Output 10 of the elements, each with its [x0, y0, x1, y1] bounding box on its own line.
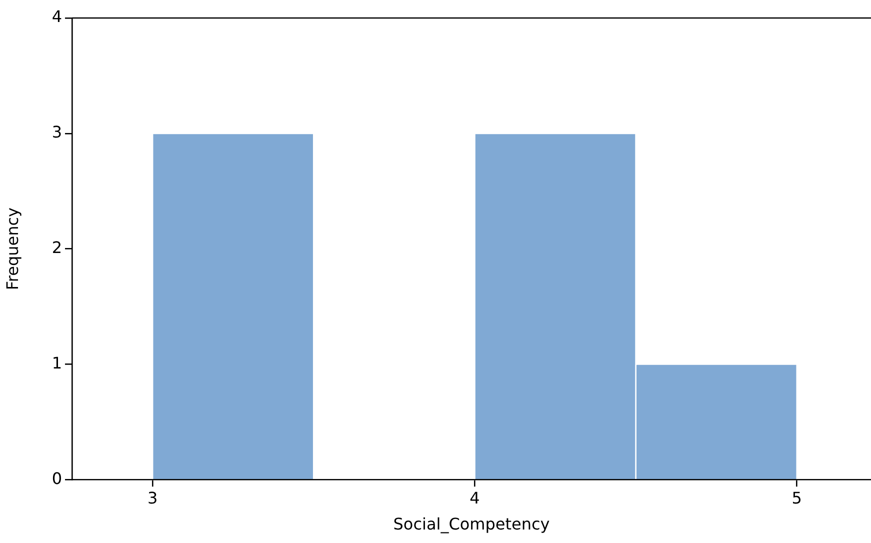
y-axis-title: Frequency — [2, 207, 22, 290]
y-tick-label: 3 — [52, 122, 62, 142]
y-tick-label: 2 — [52, 238, 62, 257]
x-tick-label: 4 — [470, 488, 480, 508]
y-tick-label: 1 — [52, 353, 62, 372]
y-tick-label: 4 — [52, 7, 62, 26]
x-tick-label: 5 — [792, 488, 802, 508]
x-tick-label: 3 — [147, 488, 158, 508]
x-axis-title: Social_Competency — [393, 514, 550, 534]
y-tick-label: 0 — [52, 468, 62, 488]
